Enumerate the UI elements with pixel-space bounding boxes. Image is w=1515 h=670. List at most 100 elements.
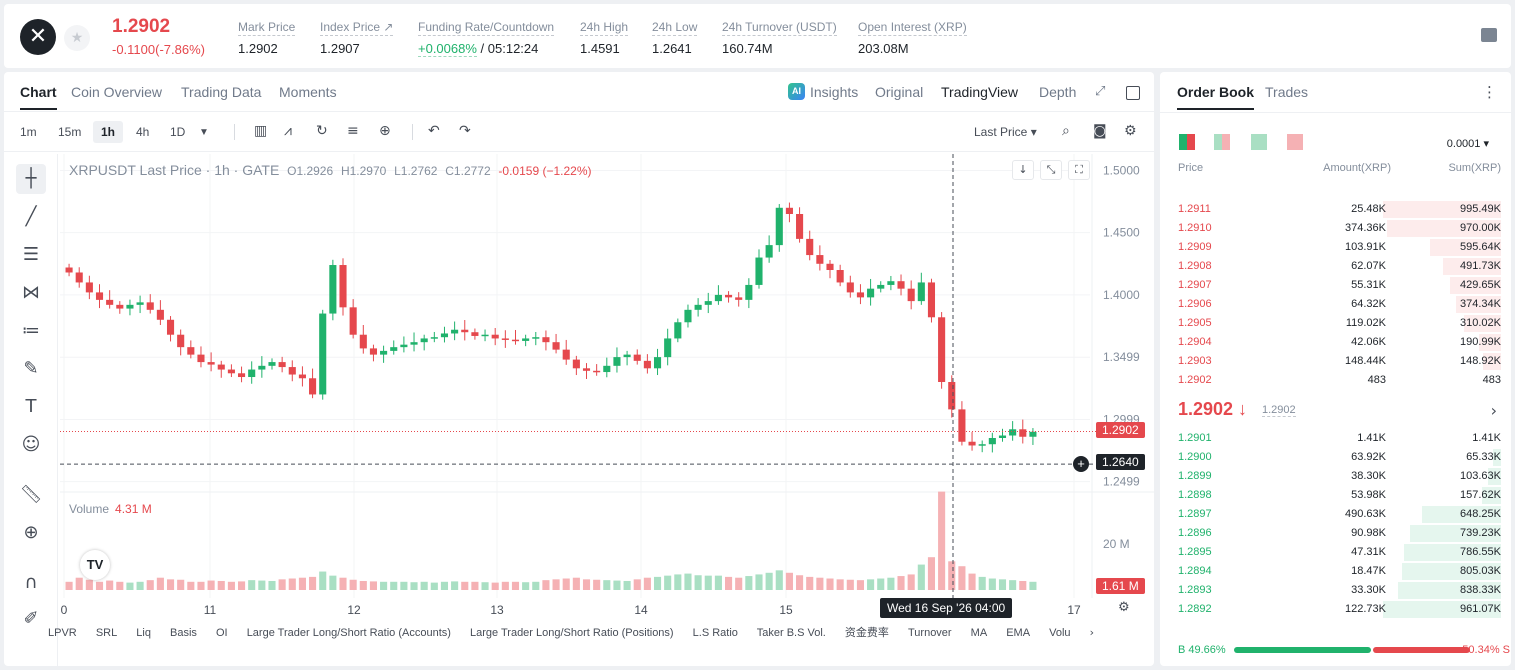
add-alert-icon[interactable]: +	[1073, 456, 1089, 472]
tab-coin-overview[interactable]: Coin Overview	[71, 84, 163, 100]
add-indicator-icon[interactable]: ⊕	[379, 123, 391, 139]
bid-row[interactable]: 1.2895 47.31K 786.55K	[1160, 543, 1511, 562]
indicator-ls-positions[interactable]: Large Trader Long/Short Ratio (Positions…	[469, 627, 674, 639]
pattern-icon[interactable]: ⋈	[22, 282, 40, 303]
ask-row[interactable]: 1.2906 64.32K 374.34K	[1160, 295, 1511, 314]
fullscreen-icon[interactable]: ⛶	[1068, 160, 1090, 180]
timeframe-1m[interactable]: 1m	[20, 125, 37, 139]
tab-tradingview[interactable]: TradingView	[941, 84, 1019, 100]
indicator-ma[interactable]: MA	[970, 627, 988, 639]
ask-row[interactable]: 1.2904 42.06K 190.99K	[1160, 333, 1511, 352]
chevron-right-icon[interactable]: ›	[1089, 626, 1095, 639]
ask-row[interactable]: 1.2902 483 483	[1160, 371, 1511, 390]
indicator-lpvr[interactable]: LPVR	[48, 627, 77, 639]
collapse-icon[interactable]: ⤡	[1040, 160, 1062, 180]
indicator-volume[interactable]: Volu	[1049, 627, 1071, 639]
timeframe-15m[interactable]: 15m	[58, 125, 82, 139]
magnet-icon[interactable]: ∩	[24, 572, 38, 593]
ask-row[interactable]: 1.2911 25.48K 995.49K	[1160, 200, 1511, 219]
indicator-turnover[interactable]: Turnover	[907, 627, 952, 639]
book-icon[interactable]	[1481, 28, 1497, 42]
text-tool-icon[interactable]: T	[25, 396, 37, 417]
indicator-taker-vol[interactable]: Taker B.S Vol.	[756, 627, 826, 639]
timeframe-dropdown-icon[interactable]: ▼	[199, 127, 209, 138]
bid-amount: 1.41K	[1357, 432, 1386, 444]
volume-bar	[948, 561, 956, 590]
view-split-icon[interactable]	[1214, 134, 1230, 150]
tab-trades[interactable]: Trades	[1265, 84, 1309, 100]
undo-icon[interactable]: ↶	[428, 123, 440, 139]
price-source-select[interactable]: Last Price ▾	[974, 125, 1037, 139]
ask-row[interactable]: 1.2903 148.44K 148.92K	[1160, 352, 1511, 371]
bid-row[interactable]: 1.2899 38.30K 103.63K	[1160, 467, 1511, 486]
indicator-funding-rate[interactable]: 资金费率	[844, 627, 889, 639]
price-chart-area[interactable]: 1.5000 1.4500 1.4000 1.3499 1.2999 1.2499 0 11 1…	[60, 154, 1154, 666]
brush-icon[interactable]: ✎	[23, 358, 39, 379]
expand-icon[interactable]: ⤢	[1095, 84, 1106, 99]
ask-row[interactable]: 1.2908 62.07K 491.73K	[1160, 257, 1511, 276]
bid-row[interactable]: 1.2892 122.73K 961.07K	[1160, 600, 1511, 619]
bid-row[interactable]: 1.2893 33.30K 838.33K	[1160, 581, 1511, 600]
indicator-srl[interactable]: SRL	[95, 627, 118, 639]
tab-order-book[interactable]: Order Book	[1177, 84, 1255, 110]
tab-original[interactable]: Original	[875, 84, 924, 100]
candle-type-icon[interactable]: ▥	[254, 123, 268, 139]
indicator-ls-accounts[interactable]: Large Trader Long/Short Ratio (Accounts)	[246, 627, 451, 639]
horizontal-lines-icon[interactable]: ☰	[22, 244, 40, 265]
pencil-lock-icon[interactable]: ✐	[23, 608, 39, 629]
ask-row[interactable]: 1.2905 119.02K 310.02K	[1160, 314, 1511, 333]
indicators-icon[interactable]: ⩘	[284, 123, 292, 139]
ask-row[interactable]: 1.2909 103.91K 595.64K	[1160, 238, 1511, 257]
bid-row[interactable]: 1.2894 18.47K 805.03K	[1160, 562, 1511, 581]
ruler-icon[interactable]: 📏︎	[19, 484, 43, 505]
tab-chart[interactable]: Chart	[20, 84, 57, 110]
indicator-ema[interactable]: EMA	[1006, 627, 1031, 639]
crosshair-icon[interactable]: ┼	[16, 164, 46, 194]
indicator-liq[interactable]: Liq	[136, 627, 151, 639]
view-bids-icon[interactable]	[1251, 134, 1267, 150]
view-asks-icon[interactable]	[1287, 134, 1303, 150]
emoji-icon[interactable]: ☺	[21, 434, 41, 455]
chevron-right-icon[interactable]: ›	[1490, 401, 1497, 420]
bid-amount: 18.47K	[1351, 565, 1386, 577]
favorite-star-icon[interactable]: ★	[64, 25, 90, 51]
bid-row[interactable]: 1.2901 1.41K 1.41K	[1160, 429, 1511, 448]
timeframe-1h[interactable]: 1h	[93, 121, 124, 143]
indicator-oi[interactable]: OI	[216, 627, 228, 639]
axis-settings-icon[interactable]: ⚙	[1118, 600, 1130, 615]
scroll-down-icon[interactable]: ↓	[1012, 160, 1034, 180]
tab-trading-data[interactable]: Trading Data	[181, 84, 262, 100]
indicator-ls-ratio[interactable]: L.S Ratio	[692, 627, 738, 639]
timeframe-4h[interactable]: 4h	[136, 125, 150, 139]
bid-sum: 961.07K	[1460, 603, 1501, 615]
search-icon[interactable]: ⌕	[1062, 123, 1070, 139]
fib-icon[interactable]: ≔	[22, 320, 40, 341]
bid-row[interactable]: 1.2898 53.98K 157.62K	[1160, 486, 1511, 505]
ask-row[interactable]: 1.2910 374.36K 970.00K	[1160, 219, 1511, 238]
stat-index-price[interactable]: Index Price ↗ 1.2907	[320, 18, 394, 56]
timeframe-1d[interactable]: 1D	[170, 125, 186, 139]
tab-depth[interactable]: Depth	[1039, 84, 1077, 100]
bid-row[interactable]: 1.2896 90.98K 739.23K	[1160, 524, 1511, 543]
bid-row[interactable]: 1.2900 63.92K 65.33K	[1160, 448, 1511, 467]
indicator-basis[interactable]: Basis	[170, 627, 197, 639]
redo-icon[interactable]: ↷	[459, 123, 471, 139]
bid-amount: 38.30K	[1351, 470, 1386, 482]
settings-gear-icon[interactable]: ⚙	[1124, 123, 1137, 139]
bid-row[interactable]: 1.2897 490.63K 648.25K	[1160, 505, 1511, 524]
ask-row[interactable]: 1.2907 55.31K 429.65K	[1160, 276, 1511, 295]
zoom-in-icon[interactable]: ⊕	[23, 522, 39, 543]
tab-insights[interactable]: Insights	[810, 84, 859, 100]
depth-bar	[1402, 563, 1501, 580]
camera-icon[interactable]: ◙	[1093, 123, 1107, 139]
templates-icon[interactable]: ≡	[347, 123, 359, 139]
divider	[234, 124, 235, 140]
tab-moments[interactable]: Moments	[279, 84, 337, 100]
more-options-icon[interactable]: ⋮	[1482, 83, 1497, 101]
trendline-icon[interactable]: ╱	[25, 206, 37, 227]
view-both-icon[interactable]	[1179, 134, 1195, 150]
replay-icon[interactable]: ↻	[316, 123, 328, 139]
window-icon[interactable]	[1126, 86, 1140, 100]
tick-size-select[interactable]: 0.0001 ▾	[1446, 138, 1489, 150]
